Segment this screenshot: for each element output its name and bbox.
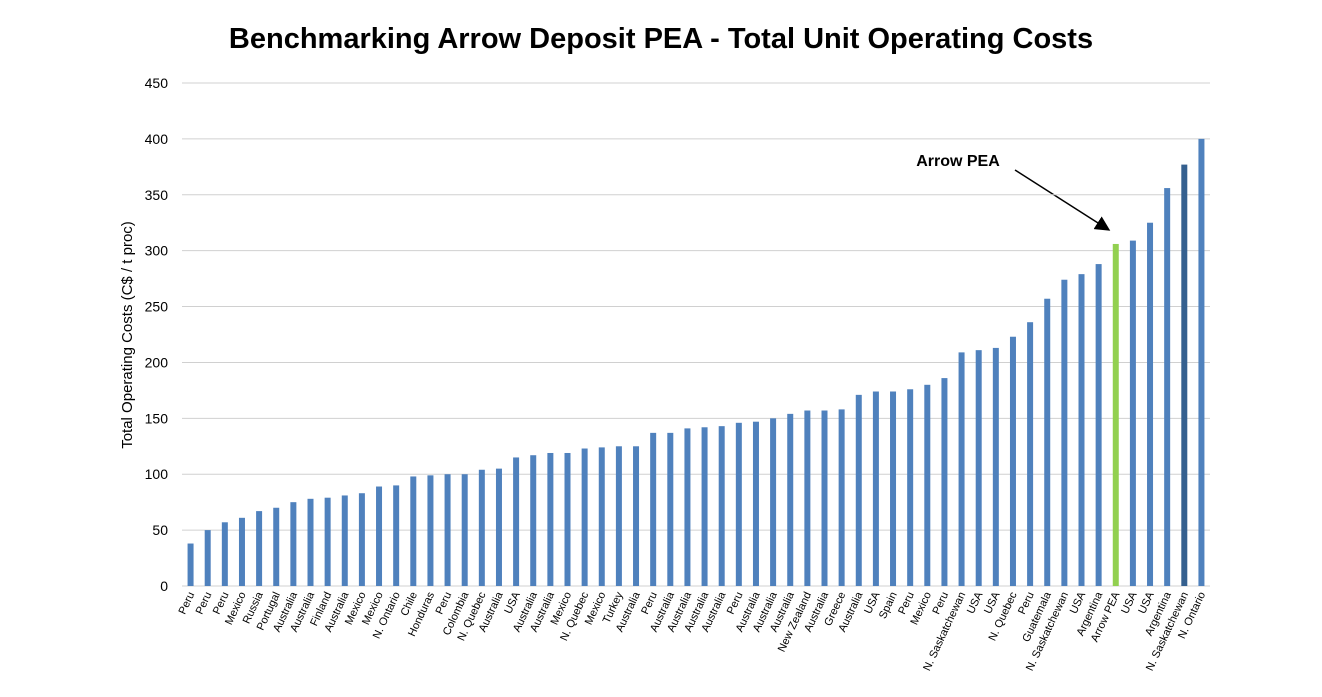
y-tick-label: 150 (145, 410, 169, 426)
bar (752, 421, 759, 586)
bar (735, 422, 742, 586)
bar (1164, 188, 1171, 586)
annotation-arrow (1014, 169, 1111, 231)
bar (615, 446, 622, 586)
annotation: Arrow PEA (916, 153, 1000, 170)
bar (1147, 222, 1154, 586)
bar (975, 350, 982, 586)
bar (290, 502, 297, 586)
bar (907, 389, 914, 586)
bar (633, 446, 640, 586)
bar (256, 511, 263, 586)
bar (821, 410, 828, 586)
bar (684, 428, 691, 586)
bar (273, 507, 280, 586)
bar (1078, 274, 1085, 586)
y-tick-label: 200 (145, 354, 169, 370)
bar (204, 530, 211, 586)
y-axis-label: Total Operating Costs (C$ / t proc) (119, 221, 136, 449)
bar (1009, 336, 1016, 586)
y-tick-label: 50 (152, 522, 168, 538)
y-tick-label: 0 (160, 578, 168, 594)
bar (444, 474, 451, 586)
bar (478, 469, 485, 586)
bar (238, 517, 245, 586)
bar (992, 347, 999, 586)
bar (598, 447, 605, 586)
bar (221, 522, 228, 586)
bar (376, 486, 383, 586)
bar (324, 497, 331, 586)
bar (1027, 322, 1034, 586)
bar (701, 427, 708, 586)
bar (1198, 138, 1205, 586)
bar (941, 378, 948, 586)
bar (307, 498, 314, 586)
bar (924, 384, 931, 586)
bar (358, 493, 365, 586)
bar (581, 448, 588, 586)
bar (410, 476, 417, 586)
bar (513, 457, 520, 586)
chart-title: Benchmarking Arrow Deposit PEA - Total U… (229, 23, 1093, 55)
y-tick-label: 300 (145, 243, 169, 259)
bar (1044, 298, 1051, 586)
bar (718, 426, 725, 586)
bar (530, 455, 537, 586)
y-tick-label: 450 (145, 75, 169, 91)
bar (855, 394, 862, 586)
bar (838, 409, 845, 586)
bar (872, 391, 879, 586)
bar (1181, 164, 1188, 586)
bar (427, 475, 434, 586)
bar (1095, 264, 1102, 586)
bar (393, 485, 400, 586)
bar (495, 468, 502, 586)
bar (547, 452, 554, 586)
bar (770, 418, 777, 586)
bar (650, 432, 657, 586)
bar (564, 452, 571, 586)
y-tick-label: 400 (145, 131, 169, 147)
bar (1129, 240, 1136, 586)
bar (341, 495, 348, 586)
bar (787, 413, 794, 586)
bar (461, 474, 468, 586)
bar (187, 543, 194, 586)
bar (958, 352, 965, 586)
y-tick-label: 350 (145, 187, 169, 203)
bar (667, 432, 674, 586)
bar (804, 410, 811, 586)
bar (1112, 243, 1119, 586)
y-tick-label: 250 (145, 299, 169, 315)
bar (1061, 279, 1068, 586)
y-tick-label: 100 (145, 466, 169, 482)
bar (890, 391, 897, 586)
